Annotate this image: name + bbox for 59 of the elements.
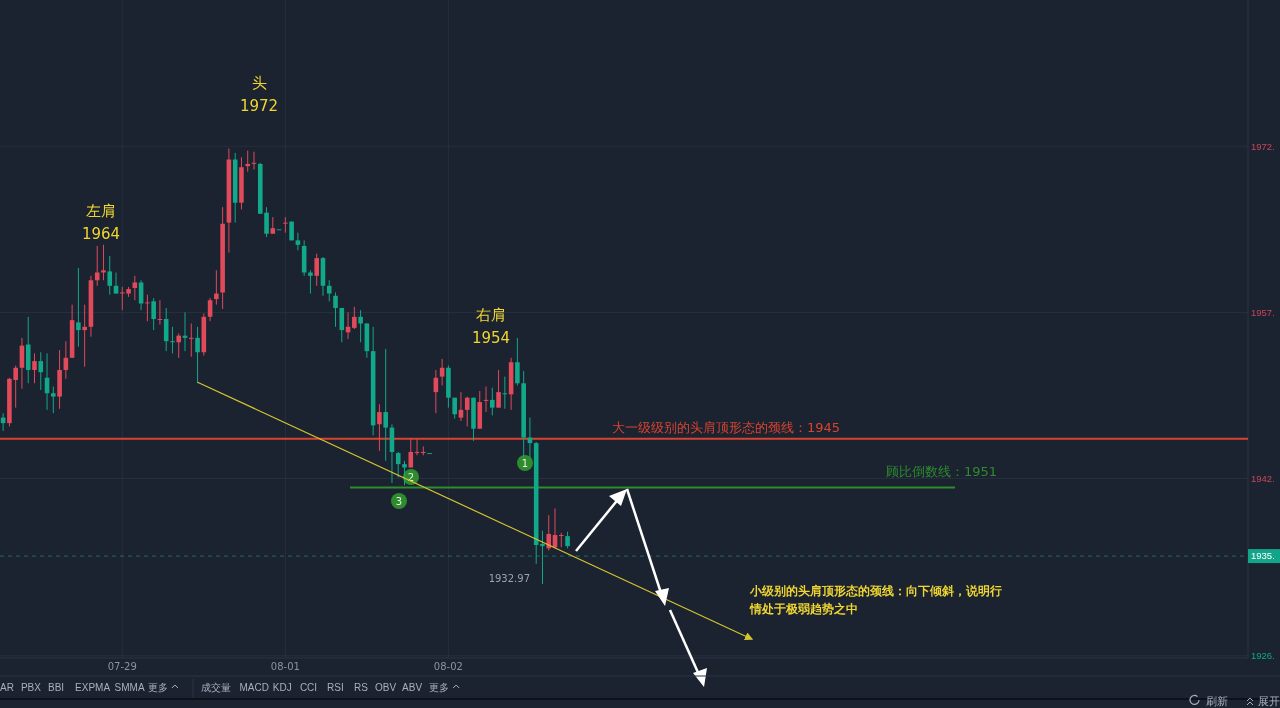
candlestick: [339, 307, 345, 343]
candlestick: [308, 269, 313, 295]
candlestick: [377, 403, 382, 452]
candlestick: [383, 348, 388, 462]
candlestick: [245, 150, 251, 173]
x-tick-label: 07-29: [107, 661, 137, 672]
candlestick: [38, 351, 44, 391]
candlestick: [214, 269, 219, 306]
annotation: 头 1972: [239, 74, 279, 115]
ref-line-label: 1935.: [1251, 550, 1275, 562]
candlestick: [333, 291, 338, 328]
candlestick: [408, 438, 414, 468]
candlestick: [283, 216, 288, 234]
y-tick-label: 1926.: [1251, 650, 1275, 662]
candlestick: [138, 279, 144, 311]
candlestick: [32, 352, 37, 384]
candlestick: [490, 387, 495, 416]
candlestick: [132, 275, 138, 301]
candlestick: [151, 297, 156, 331]
text: AR PBX BBI EXPMA SMMA 更多: [0, 682, 168, 693]
candlestick: [402, 460, 407, 486]
candlestick: [352, 306, 357, 330]
candlestick: [145, 294, 150, 322]
text: 成交量 MACD KDJ CCI RSI RS OBV ABV 更多: [201, 682, 450, 693]
candlestick: [94, 245, 100, 287]
candlestick: [314, 253, 319, 287]
annotation: 右肩 1954: [471, 306, 511, 347]
candlestick: [82, 304, 87, 368]
candlestick: [326, 279, 332, 302]
ref-line-label: 顾比倒数线：1951: [885, 464, 997, 480]
candlestick: [170, 326, 175, 354]
annotation: 小级别的头肩顶形态的颈线：向下倾斜，说明行情处于极弱趋势之中: [749, 584, 1002, 616]
ref-line-label: 大一级级别的头肩顶形态的颈线：1945: [612, 419, 841, 435]
y-tick-label: 1957.: [1251, 306, 1275, 318]
candlestick: [107, 255, 113, 296]
x-tick-label: 08-02: [433, 661, 463, 672]
candlestick: [515, 337, 520, 386]
candlestick: [76, 267, 81, 348]
candlestick: [176, 332, 182, 359]
y-tick-label: 1942.: [1251, 472, 1275, 484]
candlestick: [558, 532, 564, 548]
x-tick-label: 08-01: [270, 661, 300, 672]
y-tick-label: 1972.: [1251, 140, 1275, 152]
annotation: 3: [395, 495, 403, 507]
candlestick: [188, 322, 194, 358]
text: 展开: [1258, 695, 1280, 707]
candlestick: [358, 309, 363, 343]
text: 刷新: [1206, 695, 1228, 707]
candlestick: [51, 386, 56, 414]
annotation: 1932.97: [488, 572, 530, 584]
candlestick: [395, 451, 401, 478]
candlestick: [464, 396, 470, 427]
candlestick: [101, 244, 106, 281]
candlestick: [546, 514, 552, 552]
annotation: 左肩 1964: [81, 202, 121, 243]
candlestick: [195, 326, 200, 384]
candlestick: [496, 369, 501, 409]
annotation: 1: [521, 457, 529, 469]
candlestick: [295, 232, 301, 251]
